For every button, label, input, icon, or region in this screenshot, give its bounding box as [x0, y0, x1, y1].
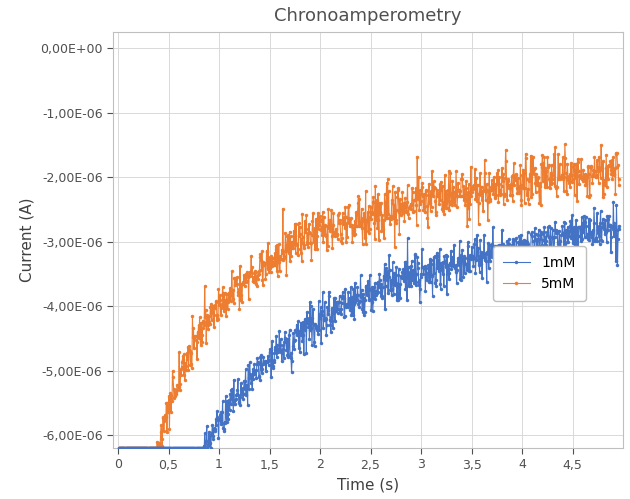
- 1mM: [226, 407, 234, 413]
- 1mM: [610, 200, 617, 206]
- 1mM: [339, 289, 346, 295]
- 5mM: [561, 141, 569, 147]
- 5mM: [207, 303, 214, 309]
- 5mM: [261, 260, 269, 266]
- 1mM: [616, 226, 623, 232]
- Legend: 1mM, 5mM: 1mM, 5mM: [493, 246, 585, 300]
- 5mM: [226, 288, 234, 294]
- 5mM: [278, 250, 286, 256]
- 5mM: [616, 182, 623, 188]
- Line: 5mM: 5mM: [117, 143, 621, 450]
- 5mM: [537, 161, 545, 167]
- Title: Chronoamperometry: Chronoamperometry: [274, 7, 462, 25]
- X-axis label: Time (s): Time (s): [337, 477, 399, 492]
- 1mM: [261, 360, 269, 366]
- Y-axis label: Current (A): Current (A): [20, 198, 35, 282]
- 1mM: [278, 350, 286, 356]
- 1mM: [207, 440, 214, 446]
- 5mM: [115, 445, 123, 451]
- 1mM: [537, 229, 545, 235]
- Line: 1mM: 1mM: [117, 201, 621, 450]
- 5mM: [339, 210, 346, 216]
- 1mM: [115, 445, 123, 451]
